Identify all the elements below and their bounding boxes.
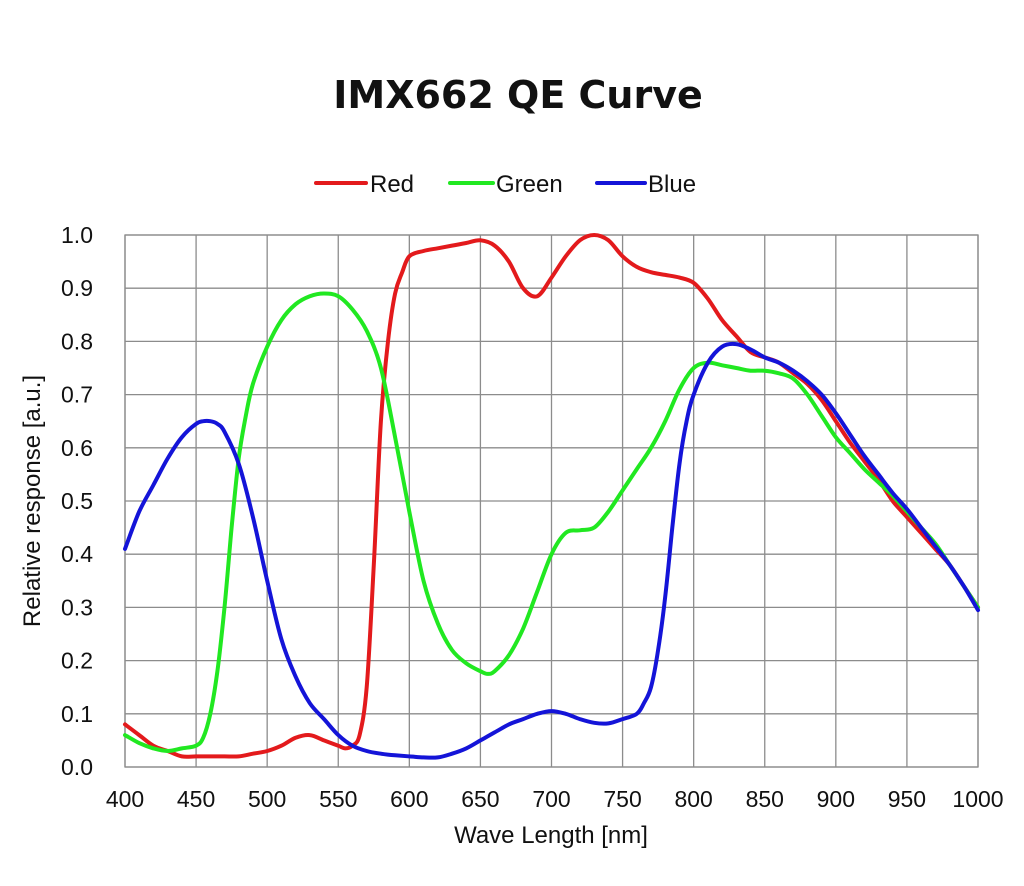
y-tick-labels: 0.0 0.1 0.2 0.3 0.4 0.5 0.6 0.7 0.8 0.9 1.0 <box>61 222 93 780</box>
legend-label-green: Green <box>496 171 563 198</box>
series-line-blue <box>123 341 980 760</box>
legend-label-blue: Blue <box>648 171 696 198</box>
x-tick-label: 650 <box>461 786 499 812</box>
x-tick-label: 850 <box>746 786 784 812</box>
y-tick-label: 0.3 <box>61 594 93 620</box>
grid <box>124 234 979 768</box>
y-tick-label: 0.6 <box>61 435 93 461</box>
chart-title: IMX662 QE Curve <box>333 73 703 117</box>
x-tick-label: 550 <box>319 786 357 812</box>
y-tick-label: 1.0 <box>61 222 93 248</box>
y-tick-label: 0.7 <box>61 382 93 408</box>
plot-frame <box>124 234 979 768</box>
x-tick-label: 450 <box>177 786 215 812</box>
legend: Red Green Blue <box>314 171 696 198</box>
y-tick-label: 0.1 <box>61 701 93 727</box>
y-tick-label: 0.2 <box>61 648 93 674</box>
y-tick-label: 0.5 <box>61 488 93 514</box>
x-tick-label: 750 <box>603 786 641 812</box>
x-tick-label: 700 <box>532 786 570 812</box>
y-tick-label: 0.4 <box>61 541 93 567</box>
x-axis-label: Wave Length [nm] <box>454 822 648 849</box>
series-line-red <box>123 233 980 759</box>
y-axis-label: Relative response [a.u.] <box>19 375 46 627</box>
y-tick-label: 0.0 <box>61 754 93 780</box>
y-tick-label: 0.9 <box>61 275 93 301</box>
x-tick-label: 950 <box>888 786 926 812</box>
series-group <box>123 233 980 760</box>
x-tick-label: 800 <box>674 786 712 812</box>
y-tick-label: 0.8 <box>61 328 93 354</box>
x-tick-label: 1000 <box>952 786 1003 812</box>
x-tick-labels: 400 450 500 550 600 650 700 750 800 850 900 950 1000 <box>106 786 1004 812</box>
x-tick-label: 500 <box>248 786 286 812</box>
x-tick-label: 400 <box>106 786 144 812</box>
x-tick-label: 600 <box>390 786 428 812</box>
series-line-green <box>123 291 980 753</box>
x-tick-label: 900 <box>817 786 855 812</box>
legend-label-red: Red <box>370 171 414 198</box>
